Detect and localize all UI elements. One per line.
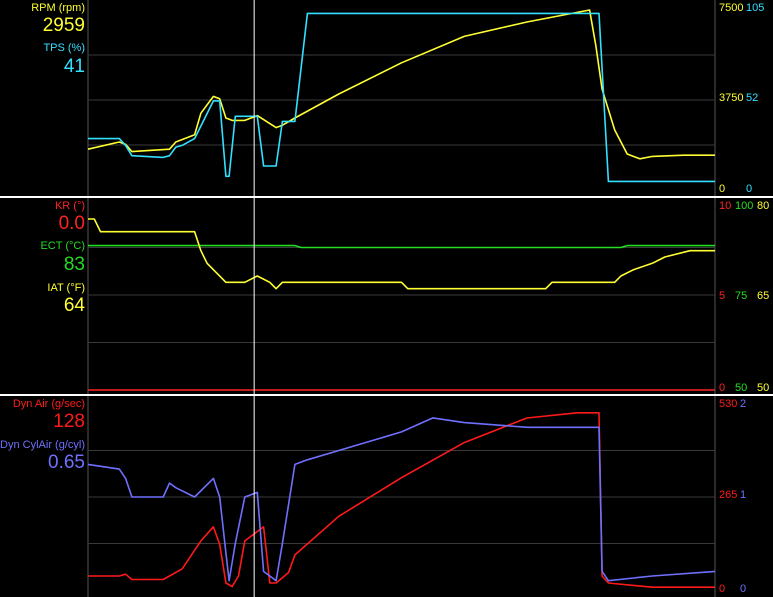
ect-scale-max: 100 xyxy=(735,200,754,212)
cylair-value: 0.65 xyxy=(48,452,85,473)
iat-scale-min: 50 xyxy=(757,382,770,394)
rpm-scale-min: 0 xyxy=(719,183,726,195)
series-line-dyn-air-g-sec xyxy=(88,411,715,589)
panel-middle xyxy=(0,198,773,394)
dynair-scale-mid: 265 xyxy=(719,489,738,501)
kr-scale-mid: 5 xyxy=(719,290,726,302)
series-line-tps xyxy=(88,12,715,183)
iat-label: IAT (°F) xyxy=(47,282,85,294)
series-line-ect-c xyxy=(88,244,715,249)
iat-scale-max: 80 xyxy=(757,200,770,212)
kr-scale-max: 10 xyxy=(719,200,732,212)
panel-divider-1[interactable] xyxy=(0,196,773,198)
dynair-value: 128 xyxy=(53,411,85,432)
kr-value: 0.0 xyxy=(58,213,85,234)
ect-scale-min: 50 xyxy=(735,382,748,394)
series-line-dyn-cylair-g-cyl xyxy=(87,417,716,582)
ect-value: 83 xyxy=(63,254,85,275)
kr-scale-min: 0 xyxy=(719,382,726,394)
rpm-label: RPM (rpm) xyxy=(31,2,85,14)
rpm-scale-max: 7500 xyxy=(719,2,744,14)
ect-label: ECT (°C) xyxy=(40,240,85,252)
dynair-label: Dyn Air (g/sec) xyxy=(12,398,85,410)
ect-scale-mid: 75 xyxy=(735,290,748,302)
tps-scale-max: 105 xyxy=(746,2,765,14)
dynair-scale-min: 0 xyxy=(719,583,726,595)
panel-divider-2[interactable] xyxy=(0,394,773,396)
cylair-scale-min: 0 xyxy=(740,583,747,595)
tps-scale-mid: 52 xyxy=(746,92,759,104)
tps-label: TPS (%) xyxy=(43,42,85,54)
iat-scale-mid: 65 xyxy=(757,290,770,302)
tps-scale-min: 0 xyxy=(746,183,753,195)
iat-value: 64 xyxy=(63,295,85,316)
tps-value: 41 xyxy=(63,56,85,77)
cylair-label: Dyn CylAir (g/cyl) xyxy=(0,439,85,451)
cylair-scale-max: 2 xyxy=(740,398,747,410)
dynair-scale-max: 530 xyxy=(719,398,738,410)
rpm-scale-mid: 3750 xyxy=(719,92,744,104)
series-line-rpm-rpm xyxy=(87,9,715,160)
series-line-iat-f xyxy=(88,218,715,290)
panel-top xyxy=(0,0,773,196)
cylair-scale-mid: 1 xyxy=(740,489,747,501)
kr-label: KR (°) xyxy=(54,200,85,212)
rpm-value: 2959 xyxy=(42,15,85,36)
